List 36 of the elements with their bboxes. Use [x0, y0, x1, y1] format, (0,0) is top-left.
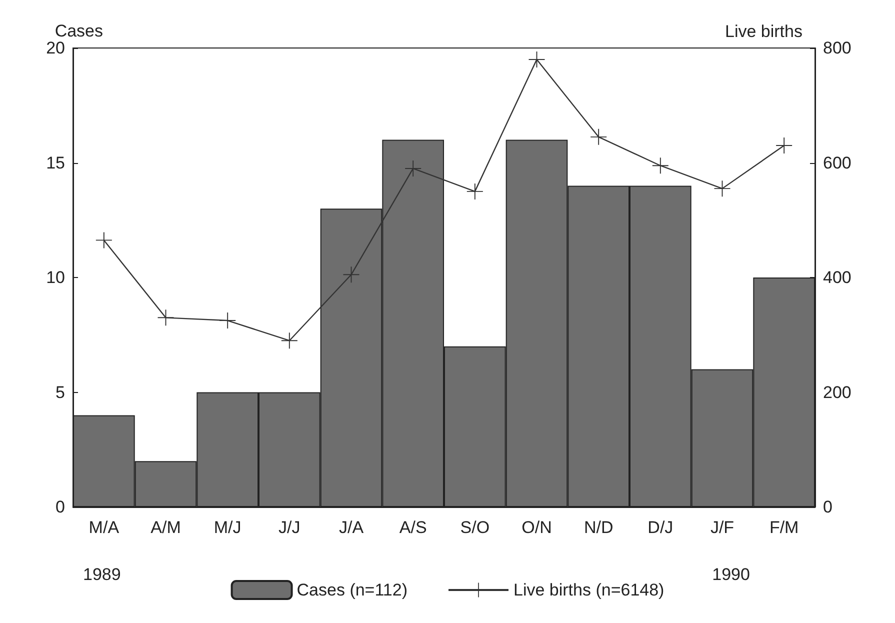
x-tick-label: D/J — [648, 518, 674, 537]
text: 1989 — [83, 565, 121, 584]
x-tick-label: O/N — [522, 518, 552, 537]
y-tick-label: 10 — [46, 268, 65, 287]
point — [652, 158, 668, 174]
y2-tick-label: 200 — [823, 382, 852, 402]
point — [96, 232, 112, 248]
y-axis-title: Cases — [54, 22, 103, 41]
x-tick-label: A/M — [150, 518, 181, 537]
legend-label: Cases (n=112) — [296, 580, 408, 600]
y-tick-label: 0 — [56, 498, 65, 516]
y2-tick-label: 800 — [823, 38, 852, 58]
point — [405, 160, 422, 176]
x-tick-label: J/F — [710, 518, 734, 537]
y2-tick-label: 600 — [823, 153, 852, 172]
point — [776, 138, 792, 154]
point — [590, 128, 607, 145]
y-tick-label: 15 — [46, 153, 65, 172]
y2-tick-label: 400 — [823, 268, 852, 287]
x-tick-label: M/A — [88, 518, 120, 537]
x-tick-label: J/J — [278, 518, 300, 537]
y2-tick-label: 0 — [823, 498, 832, 516]
point — [466, 183, 483, 200]
x-tick-label: S/O — [460, 518, 490, 537]
y-tick-label: 20 — [46, 38, 65, 58]
legend-label: Live births (n=6148) — [513, 580, 664, 600]
x-tick-label: A/S — [399, 518, 427, 537]
text: 1990 — [712, 565, 750, 584]
y2-axis-title: Live births — [725, 22, 802, 41]
x-tick-label: M/J — [214, 518, 242, 537]
y-tick-label: 5 — [56, 382, 65, 402]
point — [281, 332, 298, 349]
x-tick-label: J/A — [338, 518, 364, 537]
x-tick-label: N/D — [584, 518, 614, 537]
x-tick-label: F/M — [769, 518, 799, 537]
point — [220, 312, 236, 329]
